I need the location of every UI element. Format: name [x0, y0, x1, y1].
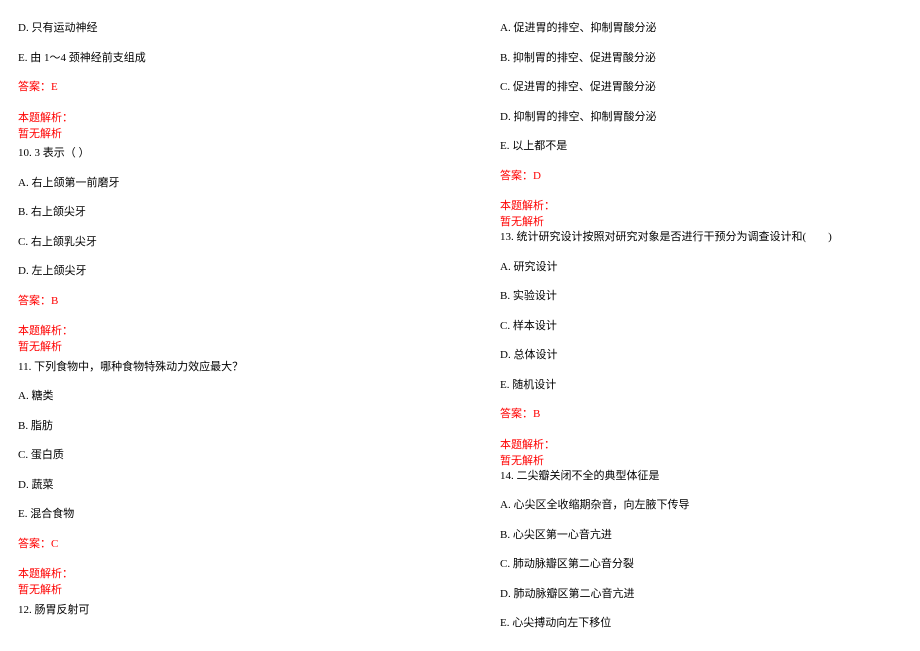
explanation-block: 本题解析： 暂无解析 [500, 197, 902, 229]
explanation-body: 暂无解析 [500, 213, 902, 229]
option-text: B. 脂肪 [18, 418, 420, 435]
option-text: B. 实验设计 [500, 288, 902, 305]
option-text: A. 促进胃的排空、抑制胃酸分泌 [500, 20, 902, 37]
answer-text: 答案：E [18, 79, 420, 96]
option-text: D. 肺动脉瓣区第二心音亢进 [500, 586, 902, 603]
explanation-body: 暂无解析 [18, 125, 420, 141]
answer-text: 答案：C [18, 536, 420, 553]
left-column: D. 只有运动神经 E. 由 1～4 颈神经前支组成 答案：E 本题解析： 暂无… [18, 20, 460, 631]
option-text: C. 右上颌乳尖牙 [18, 234, 420, 251]
question-stem: 10. 3 表示（ ） [18, 145, 420, 162]
option-text: A. 心尖区全收缩期杂音，向左腋下传导 [500, 497, 902, 514]
option-text: D. 只有运动神经 [18, 20, 420, 37]
option-text: E. 由 1～4 颈神经前支组成 [18, 50, 420, 67]
explanation-block: 本题解析： 暂无解析 [500, 436, 902, 468]
explanation-block: 本题解析： 暂无解析 [18, 322, 420, 354]
option-text: E. 以上都不是 [500, 138, 902, 155]
option-text: A. 糖类 [18, 388, 420, 405]
option-text: C. 蛋白质 [18, 447, 420, 464]
option-text: B. 心尖区第一心音亢进 [500, 527, 902, 544]
question-stem: 11. 下列食物中，哪种食物特殊动力效应最大？ [18, 359, 420, 376]
option-text: E. 心尖搏动向左下移位 [500, 615, 902, 632]
answer-text: 答案：D [500, 168, 902, 185]
option-text: D. 左上颌尖牙 [18, 263, 420, 280]
explanation-title: 本题解析： [18, 109, 420, 125]
answer-text: 答案：B [18, 293, 420, 310]
explanation-body: 暂无解析 [18, 338, 420, 354]
question-stem: 14. 二尖瓣关闭不全的典型体征是 [500, 468, 902, 485]
right-column: A. 促进胃的排空、抑制胃酸分泌 B. 抑制胃的排空、促进胃酸分泌 C. 促进胃… [460, 20, 902, 631]
explanation-title: 本题解析： [500, 436, 902, 452]
option-text: C. 样本设计 [500, 318, 902, 335]
explanation-block: 本题解析： 暂无解析 [18, 565, 420, 597]
option-text: B. 抑制胃的排空、促进胃酸分泌 [500, 50, 902, 67]
option-text: D. 抑制胃的排空、抑制胃酸分泌 [500, 109, 902, 126]
answer-text: 答案：B [500, 406, 902, 423]
explanation-block: 本题解析： 暂无解析 [18, 109, 420, 141]
option-text: B. 右上颌尖牙 [18, 204, 420, 221]
explanation-body: 暂无解析 [500, 452, 902, 468]
option-text: E. 随机设计 [500, 377, 902, 394]
option-text: E. 混合食物 [18, 506, 420, 523]
question-stem: 12. 肠胃反射可 [18, 602, 420, 619]
explanation-body: 暂无解析 [18, 581, 420, 597]
question-stem: 13. 统计研究设计按照对研究对象是否进行干预分为调查设计和( ) [500, 229, 902, 246]
two-column-layout: D. 只有运动神经 E. 由 1～4 颈神经前支组成 答案：E 本题解析： 暂无… [18, 20, 902, 631]
option-text: C. 促进胃的排空、促进胃酸分泌 [500, 79, 902, 96]
explanation-title: 本题解析： [500, 197, 902, 213]
option-text: D. 蔬菜 [18, 477, 420, 494]
option-text: A. 右上颌第一前磨牙 [18, 175, 420, 192]
option-text: A. 研究设计 [500, 259, 902, 276]
explanation-title: 本题解析： [18, 322, 420, 338]
option-text: D. 总体设计 [500, 347, 902, 364]
option-text: C. 肺动脉瓣区第二心音分裂 [500, 556, 902, 573]
explanation-title: 本题解析： [18, 565, 420, 581]
